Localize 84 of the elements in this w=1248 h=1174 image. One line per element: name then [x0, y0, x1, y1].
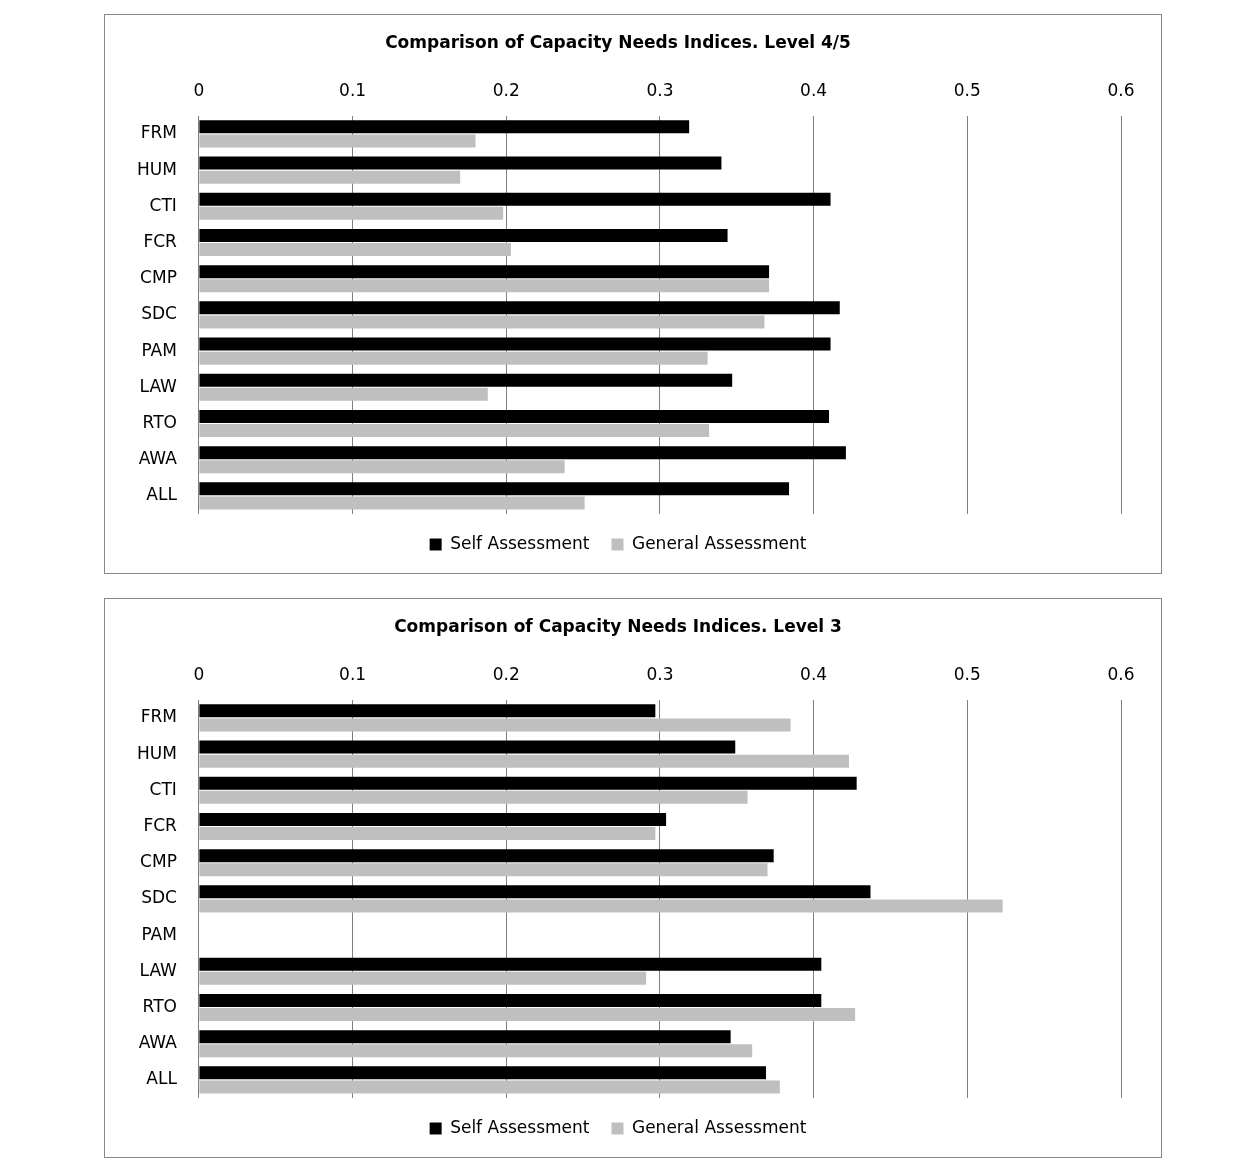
y-tick-label: LAW: [139, 959, 178, 980]
bar: [199, 740, 736, 754]
y-tick-label: PAM: [141, 339, 177, 360]
bar: [199, 120, 690, 134]
x-tick-label: 0.3: [646, 664, 674, 685]
bar: [199, 899, 1003, 913]
bar: [199, 1080, 780, 1094]
y-tick-label: CMP: [140, 267, 177, 288]
bar: [199, 156, 722, 170]
bar: [199, 351, 708, 365]
bar: [199, 424, 710, 438]
y-tick-label: SDC: [141, 887, 177, 908]
y-tick-label: AWA: [138, 1032, 178, 1053]
bar: [199, 885, 871, 899]
bar: [199, 265, 770, 279]
legend-label: General Assessment: [631, 532, 807, 553]
x-tick-label: 0.5: [953, 664, 981, 685]
x-tick-label: 0.2: [492, 80, 520, 101]
y-tick-label: FCR: [143, 814, 178, 835]
bar: [199, 1044, 753, 1058]
y-tick-label: ALL: [146, 484, 178, 505]
legend-label: General Assessment: [631, 1116, 807, 1137]
bar: [199, 971, 647, 985]
y-tick-label: ALL: [146, 1068, 178, 1089]
x-tick-label: 0.4: [800, 80, 828, 101]
bar: [199, 849, 774, 863]
bar: [199, 446, 846, 460]
bar: [199, 863, 768, 877]
bar: [199, 496, 585, 510]
bar: [199, 192, 831, 206]
bar: [199, 790, 748, 804]
x-tick-label: 0.6: [1107, 80, 1135, 101]
legend-label: Self Assessment: [450, 532, 590, 553]
x-tick-label: 0: [193, 80, 205, 101]
y-tick-label: SDC: [141, 303, 177, 324]
bar: [199, 373, 733, 387]
y-tick-label: RTO: [142, 995, 177, 1016]
y-tick-label: FCR: [143, 230, 178, 251]
y-tick-label: FRM: [140, 122, 177, 143]
y-tick-label: FRM: [140, 706, 177, 727]
y-tick-label: HUM: [136, 158, 177, 179]
bar: [199, 279, 770, 293]
bar: [199, 993, 822, 1007]
x-tick-label: 0.1: [339, 664, 367, 685]
y-tick-label: CTI: [149, 778, 177, 799]
x-tick-label: 0: [193, 664, 205, 685]
bar: [199, 206, 504, 220]
bar: [199, 1066, 766, 1080]
x-tick-label: 0.6: [1107, 664, 1135, 685]
chart-title: Comparison of Capacity Needs Indices. Level 3: [394, 615, 842, 636]
y-tick-label: CTI: [149, 194, 177, 215]
bar: [199, 409, 829, 423]
bar: [199, 776, 857, 790]
bar: [199, 301, 840, 315]
bar: [199, 243, 511, 257]
bar: [199, 315, 765, 329]
y-tick-label: AWA: [138, 448, 178, 469]
bar: [199, 718, 791, 732]
x-tick-label: 0.5: [953, 80, 981, 101]
x-tick-label: 0.3: [646, 80, 674, 101]
bar: [199, 387, 488, 401]
bar: [199, 1030, 731, 1044]
y-tick-label: CMP: [140, 851, 177, 872]
bar: [199, 460, 565, 474]
x-tick-label: 0.2: [492, 664, 520, 685]
bar: [199, 337, 831, 351]
x-tick-label: 0.1: [339, 80, 367, 101]
bar: [199, 134, 476, 148]
bar: [199, 170, 461, 184]
y-tick-label: HUM: [136, 742, 177, 763]
y-tick-label: RTO: [142, 411, 177, 432]
bar: [199, 482, 790, 496]
legend-label: Self Assessment: [450, 1116, 590, 1137]
y-tick-label: PAM: [141, 923, 177, 944]
bar: [199, 1008, 856, 1022]
chart-title: Comparison of Capacity Needs Indices. Level 4/5: [385, 31, 851, 52]
bar: [199, 228, 728, 242]
bar: [199, 957, 822, 971]
y-tick-label: LAW: [139, 375, 178, 396]
x-tick-label: 0.4: [800, 664, 828, 685]
bar: [199, 704, 656, 718]
bar: [199, 754, 849, 768]
bar: [199, 812, 667, 826]
bar: [199, 827, 656, 841]
